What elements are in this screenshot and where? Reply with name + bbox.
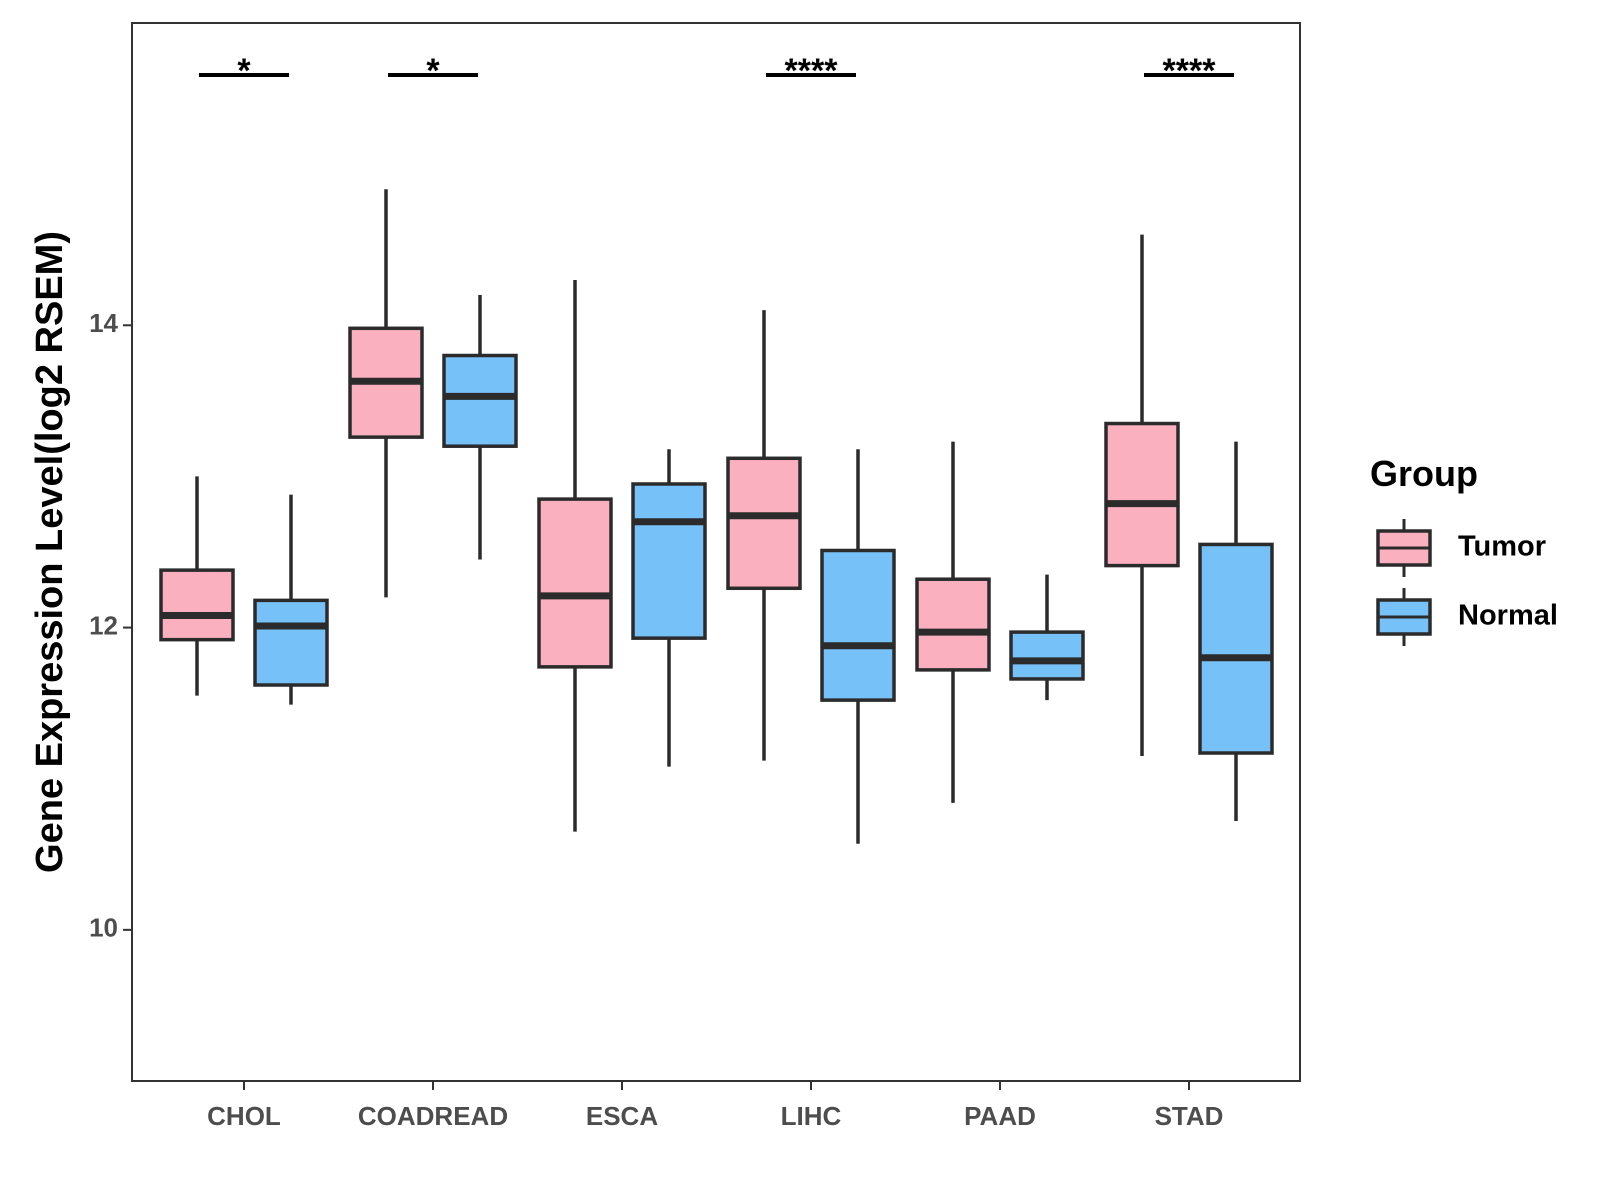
box-esca-normal <box>631 482 707 640</box>
plot-marks: * * **** **** <box>159 52 1274 844</box>
legend: Group Tumor Normal <box>1370 453 1558 646</box>
box-lihc-tumor <box>726 456 802 591</box>
box-chol-normal <box>253 598 329 687</box>
legend-label-tumor: Tumor <box>1458 531 1546 563</box>
x-tick-label-esca: ESCA <box>586 1101 658 1131</box>
box-coadread-normal <box>442 353 518 448</box>
x-tick-label-stad: STAD <box>1155 1101 1224 1131</box>
box-esca-tumor <box>537 497 613 669</box>
x-tick-label-chol: CHOL <box>207 1101 281 1131</box>
box-chol-tumor <box>159 568 235 642</box>
y-tick-label-12: 12 <box>89 610 118 640</box>
y-tick-label-10: 10 <box>89 913 118 943</box>
x-tick-label-paad: PAAD <box>964 1101 1036 1131</box>
plot-panel-border <box>131 22 1301 1082</box>
significance-label-chol: * <box>237 52 251 90</box>
y-tick-label-14: 14 <box>89 308 118 338</box>
x-tick-label-lihc: LIHC <box>781 1101 842 1131</box>
box-stad-tumor <box>1104 421 1180 568</box>
box-paad-normal <box>1009 630 1085 681</box>
box-stad-normal <box>1198 542 1274 755</box>
significance-label-stad: **** <box>1163 52 1217 90</box>
legend-label-normal: Normal <box>1458 600 1558 632</box>
axes: 10 12 14 CHOL COADREAD ESCA LIHC PAAD STAD <box>89 308 1223 1131</box>
significance-label-lihc: **** <box>785 52 839 90</box>
legend-title: Group <box>1370 453 1478 494</box>
significance-label-coadread: * <box>426 52 440 90</box>
y-axis-title: Gene Expression Level(log2 RSEM) <box>29 231 71 873</box>
box-paad-tumor <box>915 577 991 672</box>
x-tick-label-coadread: COADREAD <box>358 1101 508 1131</box>
box-lihc-normal <box>820 548 896 702</box>
